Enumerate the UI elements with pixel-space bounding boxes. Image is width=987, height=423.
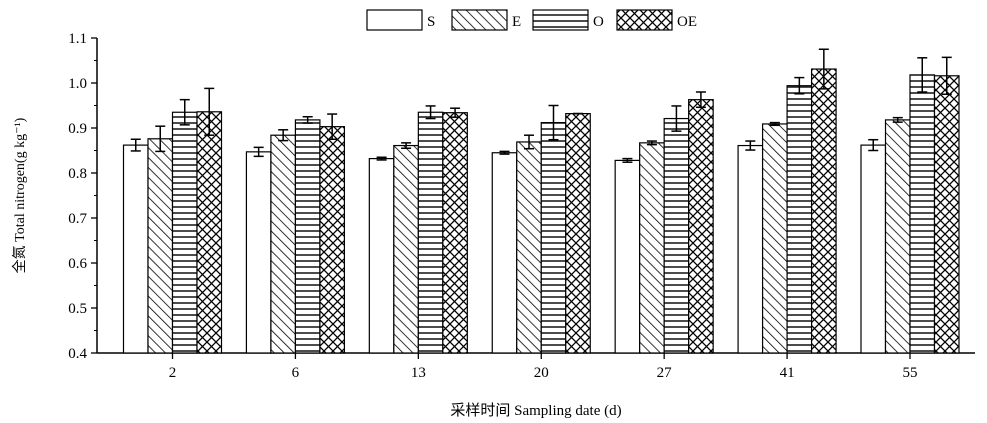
bar-e [393,144,419,354]
bar-o [540,121,567,354]
bar-s [491,152,518,354]
y-tick-label: 0.7 [68,211,87,227]
bars [122,68,960,354]
y-tick-label: 0.9 [68,121,87,137]
x-tick-label: 27 [657,365,673,381]
x-tick-label: 20 [534,365,549,381]
x-tick-label: 55 [903,365,918,381]
bar-oe [319,126,346,354]
bar-e [516,141,542,354]
legend-swatch-oe [616,9,673,31]
bar-s [614,159,641,354]
bar-s [737,144,764,354]
legend-swatch-o [532,9,589,31]
bar-o [171,111,198,354]
legend-swatch-s [366,9,423,31]
bar-e [147,138,174,354]
legend: S E O OE [366,9,697,31]
bar-s [368,158,395,354]
legend-label-o: O [593,14,604,30]
legend-label-s: S [427,14,435,30]
bar-o [294,119,321,354]
bar-s [245,151,272,354]
x-ticks: 2 6 13 20 27 41 55 [169,353,918,381]
bar-oe [810,68,837,354]
y-tick-label: 0.4 [68,346,87,362]
bar-oe [933,75,960,354]
bar-e [761,123,788,354]
y-tick-label: 0.6 [68,256,87,272]
y-tick-label: 1.0 [68,76,87,92]
y-tick-label: 1.1 [68,31,87,47]
y-ticks: 0.4 0.5 0.6 0.7 0.8 0.9 1.0 1.1 [68,31,97,362]
bar-e [639,142,665,354]
legend-label-oe: OE [677,14,697,30]
legend-label-e: E [512,14,521,30]
bar-oe [688,99,714,354]
x-tick-label: 41 [780,365,795,381]
legend-swatch-e [451,9,508,31]
bar-o [909,74,936,354]
bar-e [884,119,911,354]
bar-o [786,85,813,354]
x-tick-label: 2 [169,365,177,381]
bar-e [270,134,297,354]
y-tick-label: 0.5 [68,301,87,317]
bar-s [122,144,149,354]
error-bars [130,48,952,163]
x-tick-label: 6 [292,365,300,381]
y-axis-label: 全氮 Total nitrogen(g kg⁻¹) [11,117,28,273]
bar-oe [565,112,591,354]
bar-o [417,111,444,354]
y-tick-label: 0.8 [68,166,87,182]
bar-oe [442,112,468,354]
bar-o [663,117,690,354]
x-axis-label: 采样时间 Sampling date (d) [450,402,621,419]
bar-oe [196,111,223,354]
bar-s [860,144,887,354]
x-tick-label: 13 [411,365,426,381]
